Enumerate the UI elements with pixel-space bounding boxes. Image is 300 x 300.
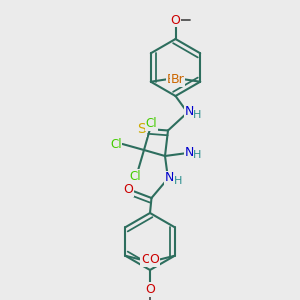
Text: Cl: Cl <box>110 137 122 151</box>
Text: N: N <box>165 171 174 184</box>
Text: S: S <box>137 122 146 136</box>
Text: Br: Br <box>167 73 180 86</box>
Text: N: N <box>184 105 194 119</box>
Text: Cl: Cl <box>129 170 141 183</box>
Text: O: O <box>141 253 151 266</box>
Text: Br: Br <box>171 73 184 86</box>
Text: Cl: Cl <box>146 117 157 130</box>
Text: H: H <box>193 150 202 161</box>
Text: H: H <box>174 176 182 186</box>
Text: N: N <box>184 146 194 159</box>
Text: O: O <box>149 253 159 266</box>
Text: O: O <box>171 14 180 27</box>
Text: O: O <box>145 283 155 296</box>
Text: H: H <box>193 110 202 120</box>
Text: O: O <box>123 183 133 196</box>
